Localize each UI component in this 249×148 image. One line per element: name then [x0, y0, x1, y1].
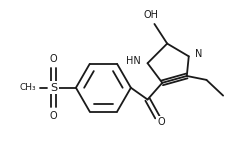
Text: HN: HN — [126, 56, 141, 66]
Text: O: O — [157, 117, 165, 127]
Text: S: S — [50, 83, 57, 93]
Text: O: O — [50, 54, 57, 64]
Text: N: N — [195, 49, 202, 59]
Text: OH: OH — [144, 10, 159, 20]
Text: CH₃: CH₃ — [19, 83, 36, 92]
Text: O: O — [50, 111, 57, 121]
